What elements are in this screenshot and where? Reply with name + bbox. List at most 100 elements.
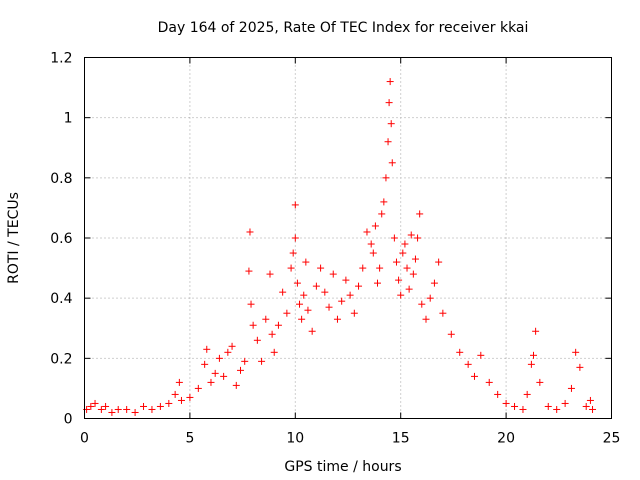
data-point xyxy=(325,303,333,311)
data-point xyxy=(114,405,122,413)
data-point xyxy=(87,402,95,410)
data-point xyxy=(177,396,185,404)
data-point xyxy=(207,378,215,386)
x-tick-label: 15 xyxy=(392,431,410,447)
data-point xyxy=(380,198,388,206)
y-tick-label: 1 xyxy=(64,111,73,127)
data-point xyxy=(203,345,211,353)
data-point xyxy=(165,399,173,407)
y-tick-label: 0.4 xyxy=(50,291,72,307)
data-point xyxy=(567,384,575,392)
data-point xyxy=(397,291,405,299)
data-point xyxy=(268,330,276,338)
data-point xyxy=(287,264,295,272)
data-point xyxy=(220,372,228,380)
data-point xyxy=(156,402,164,410)
data-point xyxy=(409,270,417,278)
data-points xyxy=(83,78,597,416)
data-point xyxy=(355,282,363,290)
data-point xyxy=(403,264,411,272)
data-point xyxy=(329,270,337,278)
data-point xyxy=(246,228,254,236)
data-point xyxy=(586,396,594,404)
grid-lines xyxy=(84,57,612,419)
data-point xyxy=(266,270,274,278)
data-point xyxy=(338,297,346,305)
data-point xyxy=(363,228,371,236)
data-point xyxy=(215,354,223,362)
data-point xyxy=(369,249,377,257)
data-point xyxy=(374,279,382,287)
data-point xyxy=(171,390,179,398)
data-point xyxy=(422,315,430,323)
data-point xyxy=(91,399,99,407)
data-point xyxy=(532,327,540,335)
data-point xyxy=(477,351,485,359)
data-point xyxy=(385,99,393,107)
y-tick-labels: 0 0.2 0.4 0.6 0.8 1 1.2 xyxy=(50,51,72,428)
y-tick-label: 0.2 xyxy=(50,351,72,367)
data-point xyxy=(536,378,544,386)
data-point xyxy=(321,288,329,296)
data-point xyxy=(232,381,240,389)
data-point xyxy=(283,309,291,317)
data-point xyxy=(289,249,297,257)
data-point xyxy=(102,402,110,410)
data-point xyxy=(384,138,392,146)
data-point xyxy=(296,300,304,308)
data-point xyxy=(298,315,306,323)
data-point xyxy=(291,234,299,242)
data-point xyxy=(228,342,236,350)
data-point xyxy=(447,330,455,338)
data-point xyxy=(249,321,257,329)
data-point xyxy=(561,399,569,407)
data-point xyxy=(401,240,409,248)
data-point xyxy=(430,279,438,287)
data-point xyxy=(407,231,415,239)
chart-title: Day 164 of 2025, Rate Of TEC Index for r… xyxy=(158,20,529,36)
data-point xyxy=(253,336,261,344)
data-point xyxy=(108,408,116,416)
data-point xyxy=(464,360,472,368)
data-point xyxy=(123,405,131,413)
data-point xyxy=(378,210,386,218)
data-point xyxy=(544,402,552,410)
data-point xyxy=(293,279,301,287)
x-tick-labels: 0 5 10 15 20 25 xyxy=(80,431,620,447)
data-point xyxy=(175,378,183,386)
data-point xyxy=(511,402,519,410)
data-point xyxy=(553,405,561,413)
data-point xyxy=(519,405,527,413)
data-point xyxy=(258,357,266,365)
axis-ticks xyxy=(84,57,612,419)
data-point xyxy=(395,276,403,284)
data-point xyxy=(572,348,580,356)
data-point xyxy=(405,285,413,293)
data-point xyxy=(359,264,367,272)
y-tick-label: 1.2 xyxy=(50,51,72,67)
x-tick-label: 5 xyxy=(185,431,194,447)
data-point xyxy=(582,402,590,410)
y-tick-label: 0.8 xyxy=(50,171,72,187)
data-point xyxy=(270,348,278,356)
data-point xyxy=(201,360,209,368)
data-point xyxy=(439,309,447,317)
data-point xyxy=(399,249,407,257)
data-point xyxy=(97,405,105,413)
data-point xyxy=(494,390,502,398)
data-point xyxy=(382,174,390,182)
data-point xyxy=(350,309,358,317)
data-point xyxy=(470,372,478,380)
data-point xyxy=(387,120,395,128)
data-point xyxy=(523,390,531,398)
data-point xyxy=(274,321,282,329)
data-point xyxy=(414,234,422,242)
data-point xyxy=(131,408,139,416)
data-point xyxy=(247,300,255,308)
y-tick-label: 0 xyxy=(64,412,73,428)
data-point xyxy=(224,348,232,356)
data-point xyxy=(140,402,148,410)
data-point xyxy=(194,384,202,392)
